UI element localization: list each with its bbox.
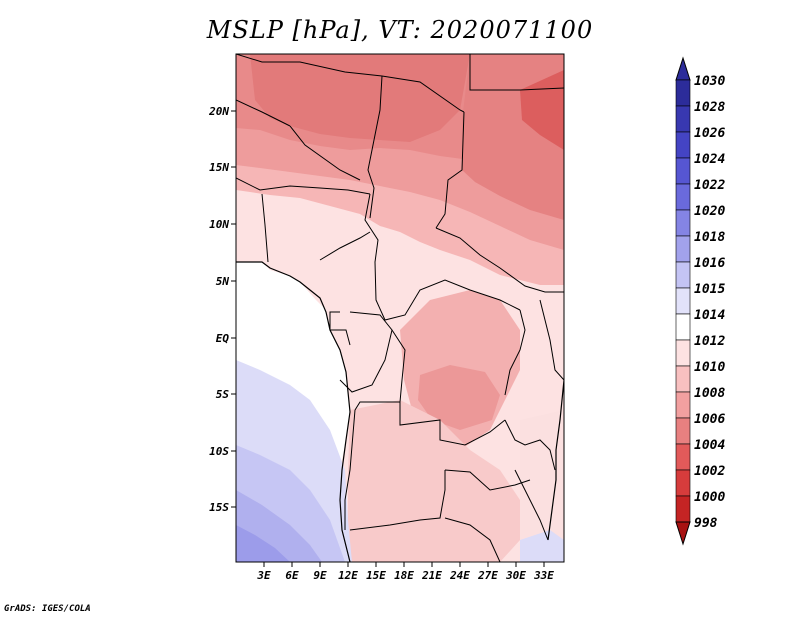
country-boundaries <box>236 54 564 562</box>
lon-label-27e: 27E <box>477 569 498 582</box>
boundary-nigeria-north <box>236 177 371 195</box>
field-ocean-1020 <box>236 525 290 562</box>
colorbar-label: 1010 <box>694 360 725 375</box>
colorbar-swatch <box>675 339 691 367</box>
boundary-sahara <box>236 54 465 113</box>
boundary-nigeria-cameroon <box>319 231 371 261</box>
lon-label-33e: 33E <box>533 569 554 582</box>
map-title: MSLP [hPa], VT: 2020071100 <box>206 16 594 44</box>
lat-label-5s: 5S <box>216 388 230 401</box>
lon-label-24e: 24E <box>449 569 470 582</box>
colorbar-swatch <box>675 131 691 159</box>
boundary-mozambique <box>514 469 549 541</box>
field-se-1012 <box>520 410 564 562</box>
coastline <box>236 261 564 562</box>
colorbar-label: 1030 <box>694 74 725 89</box>
colorbar-label: 998 <box>694 516 718 531</box>
colorbar-label: 1008 <box>694 386 725 401</box>
latitude-axis <box>231 110 236 508</box>
boundary-drc-angola-north <box>354 329 406 411</box>
colorbar-swatch <box>675 443 691 471</box>
map-frame <box>235 53 565 563</box>
colorbar-arrow-bottom <box>675 521 691 546</box>
colorbar-label: 1016 <box>694 256 725 271</box>
boundary-niger-chad <box>367 75 383 219</box>
colorbar-swatch <box>675 365 691 393</box>
grads-credit: GrADS: IGES/COLA <box>4 604 91 614</box>
colorbar-label: 1004 <box>694 438 725 453</box>
boundary-mali <box>236 99 291 127</box>
boundary-botswana <box>444 517 501 562</box>
field-se-blue <box>520 530 564 562</box>
boundary-kenya <box>539 299 564 381</box>
colorbar-swatch <box>675 79 691 107</box>
longitude-axis <box>263 562 545 567</box>
colorbar-label: 1015 <box>694 282 725 297</box>
boundary-zambia <box>444 469 531 491</box>
colorbar-label: 1020 <box>694 204 725 219</box>
colorbar-label: 1000 <box>694 490 725 505</box>
colorbar-label: 1002 <box>694 464 725 479</box>
boundary-benin <box>261 193 269 263</box>
colorbar-label: 1012 <box>694 334 725 349</box>
colorbar-swatch <box>675 209 691 237</box>
lon-label-30e: 30E <box>505 569 526 582</box>
boundary-congo <box>339 311 393 393</box>
colorbar-swatch <box>675 495 691 523</box>
boundary-egypt <box>464 54 564 91</box>
coastline-east <box>547 379 564 541</box>
pressure-field <box>236 54 564 562</box>
boundary-angola-namibia <box>349 470 446 531</box>
lon-label-21e: 21E <box>421 569 442 582</box>
field-south-1012 <box>348 400 520 562</box>
colorbar-swatch <box>675 261 691 289</box>
boundary-car-south-sudan <box>435 227 564 293</box>
lon-label-15e: 15E <box>366 569 386 582</box>
lat-label-eq: EQ <box>216 332 230 345</box>
colorbar-swatch <box>675 313 691 341</box>
colorbar-label: 1022 <box>694 178 725 193</box>
colorbar-swatch <box>675 417 691 445</box>
lat-label-5n: 5N <box>216 275 230 288</box>
boundary-chad-sudan <box>435 111 465 229</box>
colorbar-label: 1028 <box>694 100 725 115</box>
lat-label-15n: 15N <box>209 161 229 174</box>
colorbar-label: 1018 <box>694 230 725 245</box>
colorbar-swatch <box>675 391 691 419</box>
colorbar-swatch <box>675 469 691 497</box>
coastline-west <box>236 261 351 562</box>
colorbar-label: 1014 <box>694 308 725 323</box>
boundary-angola-west <box>344 409 356 530</box>
boundary-tanzania <box>504 419 556 471</box>
boundary-cameroon-car <box>364 193 521 321</box>
colorbar: 1030 1028 1026 1024 1022 1020 1018 1016 1015 1014… <box>675 56 725 546</box>
field-north-1006 <box>250 54 470 142</box>
boundary-drc-angola <box>399 402 506 446</box>
colorbar-swatch <box>675 235 691 263</box>
colorbar-arrow-top <box>675 56 691 81</box>
boundary-uganda <box>504 309 526 396</box>
lat-label-15s: 15S <box>209 501 229 514</box>
lon-label-6e: 6E <box>285 569 299 582</box>
lat-label-20n: 20N <box>208 105 229 118</box>
lon-label-12e: 12E <box>338 569 358 582</box>
colorbar-label: 1024 <box>694 152 725 167</box>
boundary-niger-nigeria <box>289 125 361 181</box>
lon-label-3e: 3E <box>256 569 271 582</box>
lon-label-18e: 18E <box>394 569 414 582</box>
lat-label-10n: 10N <box>209 218 229 231</box>
colorbar-label: 1026 <box>694 126 725 141</box>
colorbar-swatch <box>675 105 691 133</box>
colorbar-swatch <box>675 157 691 185</box>
lat-label-10s: 10S <box>209 445 229 458</box>
colorbar-swatch <box>675 287 691 315</box>
field-congo-1008 <box>418 365 500 430</box>
colorbar-label: 1006 <box>694 412 725 427</box>
colorbar-swatch <box>675 183 691 211</box>
lon-label-9e: 9E <box>313 569 327 582</box>
